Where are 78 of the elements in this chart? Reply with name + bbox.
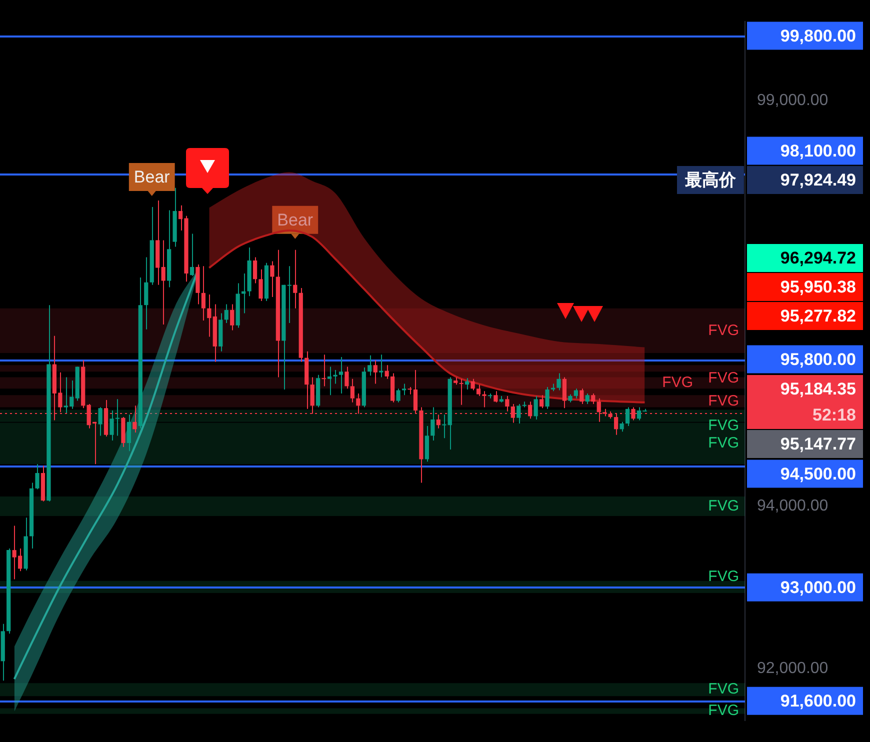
candlestick	[338, 356, 344, 394]
annotation: Bear	[277, 210, 314, 230]
candlestick	[580, 388, 584, 405]
candlestick	[98, 406, 102, 436]
candlestick	[230, 304, 234, 331]
candlestick	[436, 414, 440, 429]
candlestick	[625, 406, 630, 426]
candlestick	[424, 425, 430, 462]
band-label: FVG	[708, 680, 739, 698]
candlestick	[368, 354, 372, 376]
candlestick	[207, 294, 212, 338]
candlestick	[574, 388, 578, 399]
candlestick	[556, 372, 561, 391]
band-label: FVG	[708, 322, 739, 339]
candlestick	[494, 390, 498, 403]
band-label: FVG	[708, 392, 739, 410]
candlestick	[35, 464, 40, 490]
candlestick	[322, 354, 326, 387]
text: 95,184.35	[780, 380, 856, 399]
candlestick	[144, 256, 148, 330]
ref-line-label: 91,600.00	[780, 692, 856, 711]
band-label: FVG	[708, 370, 739, 387]
text: 97,924.49	[780, 170, 856, 190]
candlestick	[516, 404, 521, 424]
ref-line-label: 99,800.00	[780, 26, 856, 46]
candlestick	[430, 406, 435, 442]
band-label: FVG	[708, 702, 739, 720]
candlestick	[562, 376, 567, 409]
candlestick	[126, 414, 132, 452]
candlestick	[442, 414, 446, 439]
candlestick	[384, 364, 389, 380]
band-label: FVG	[708, 434, 739, 452]
ref-line-label: 93,000.00	[780, 578, 856, 598]
candlestick	[482, 390, 486, 408]
text: 96,294.72	[780, 248, 856, 268]
annotation: 最高价	[684, 170, 737, 190]
y-tick-label: 99,000.00	[757, 92, 828, 110]
candlestick	[408, 386, 412, 395]
candlestick	[287, 266, 292, 324]
candlestick	[373, 360, 378, 384]
candlestick	[476, 384, 481, 396]
text: 95,147.77	[780, 434, 856, 454]
candlestick	[539, 394, 544, 409]
candlestick	[161, 240, 166, 326]
candlestick	[585, 393, 590, 405]
candlestick	[224, 304, 228, 324]
annotation: Bear	[134, 168, 170, 187]
band-label: FVG	[708, 416, 739, 434]
candlestick	[258, 268, 263, 302]
candlestick	[402, 383, 406, 396]
band-label: FVG	[662, 374, 693, 392]
band-label: FVG	[708, 497, 739, 514]
candlestick	[505, 395, 510, 412]
text: 95,277.82	[780, 306, 856, 326]
candlestick	[190, 233, 194, 276]
candlestick	[350, 378, 355, 403]
text: 52:18	[812, 406, 856, 425]
candlestick	[534, 395, 538, 420]
candlestick	[201, 266, 206, 322]
candlestick	[293, 249, 298, 309]
ref-line-label: 94,500.00	[780, 464, 856, 484]
candlestick	[459, 378, 464, 406]
candlestick	[252, 256, 258, 284]
candlestick	[270, 260, 274, 298]
candlestick	[396, 388, 400, 403]
y-tick-label: 94,000.00	[757, 498, 828, 515]
candlestick	[470, 378, 475, 391]
y-tick-label: 92,000.00	[757, 660, 828, 677]
ref-line-label: 98,100.00	[780, 141, 856, 160]
candlestick	[327, 366, 332, 396]
text: 95,950.38	[780, 278, 856, 297]
candlestick	[620, 421, 624, 432]
band-label: FVG	[708, 568, 739, 586]
candlestick	[545, 386, 550, 410]
ref-line-label: 95,800.00	[780, 350, 856, 369]
candlestick	[344, 366, 349, 390]
candlestick	[591, 393, 596, 405]
candlestick	[333, 369, 338, 384]
